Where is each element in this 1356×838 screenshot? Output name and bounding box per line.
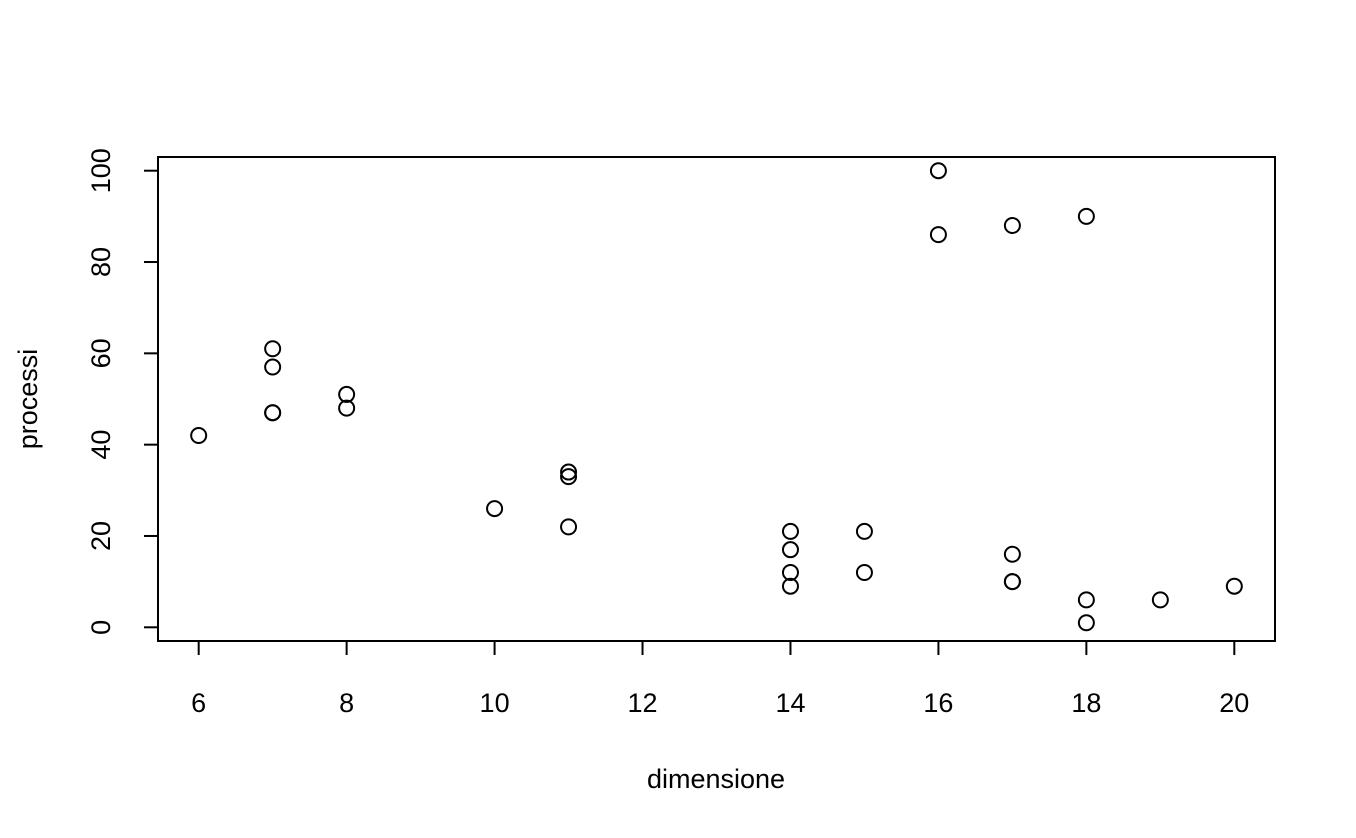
data-point [560, 463, 578, 481]
plot-frame [157, 156, 1276, 642]
y-axis-title: processi [13, 349, 43, 450]
data-point [1077, 591, 1095, 609]
data-point [781, 564, 799, 582]
data-point [855, 522, 873, 540]
data-point [781, 541, 799, 559]
y-tick-label: 100 [86, 148, 116, 193]
x-tick-label: 10 [480, 688, 510, 718]
x-tick-label: 16 [923, 688, 953, 718]
data-point [264, 340, 282, 358]
y-tick-label: 60 [86, 338, 116, 368]
data-point [486, 500, 504, 518]
data-point [560, 468, 578, 486]
data-point [1225, 577, 1243, 595]
y-tick-label: 80 [86, 247, 116, 277]
data-point [1077, 207, 1095, 225]
data-point [929, 162, 947, 180]
data-point [560, 518, 578, 536]
x-tick-label: 14 [775, 688, 805, 718]
data-point [855, 564, 873, 582]
x-tick-label: 6 [191, 688, 206, 718]
data-point [1003, 573, 1021, 591]
data-point [1003, 216, 1021, 234]
data-points [190, 162, 1243, 632]
x-axis: 6 8 10 12 14 16 18 20 [191, 640, 1249, 718]
data-point [1077, 614, 1095, 632]
data-point [781, 577, 799, 595]
x-tick-label: 12 [628, 688, 658, 718]
data-point [264, 358, 282, 376]
data-point [264, 404, 282, 422]
y-tick-label: 40 [86, 430, 116, 460]
x-axis-title: dimensione [647, 764, 785, 794]
x-tick-label: 18 [1071, 688, 1101, 718]
y-tick-label: 20 [86, 521, 116, 551]
data-point [190, 427, 208, 445]
y-axis: 0 20 40 60 80 100 [86, 148, 159, 635]
x-tick-label: 8 [339, 688, 354, 718]
data-point [929, 226, 947, 244]
data-point [1003, 545, 1021, 563]
data-point [338, 399, 356, 417]
data-point [1151, 591, 1169, 609]
y-tick-label: 0 [86, 620, 116, 635]
data-point [338, 385, 356, 403]
data-point [781, 522, 799, 540]
x-tick-label: 20 [1219, 688, 1249, 718]
